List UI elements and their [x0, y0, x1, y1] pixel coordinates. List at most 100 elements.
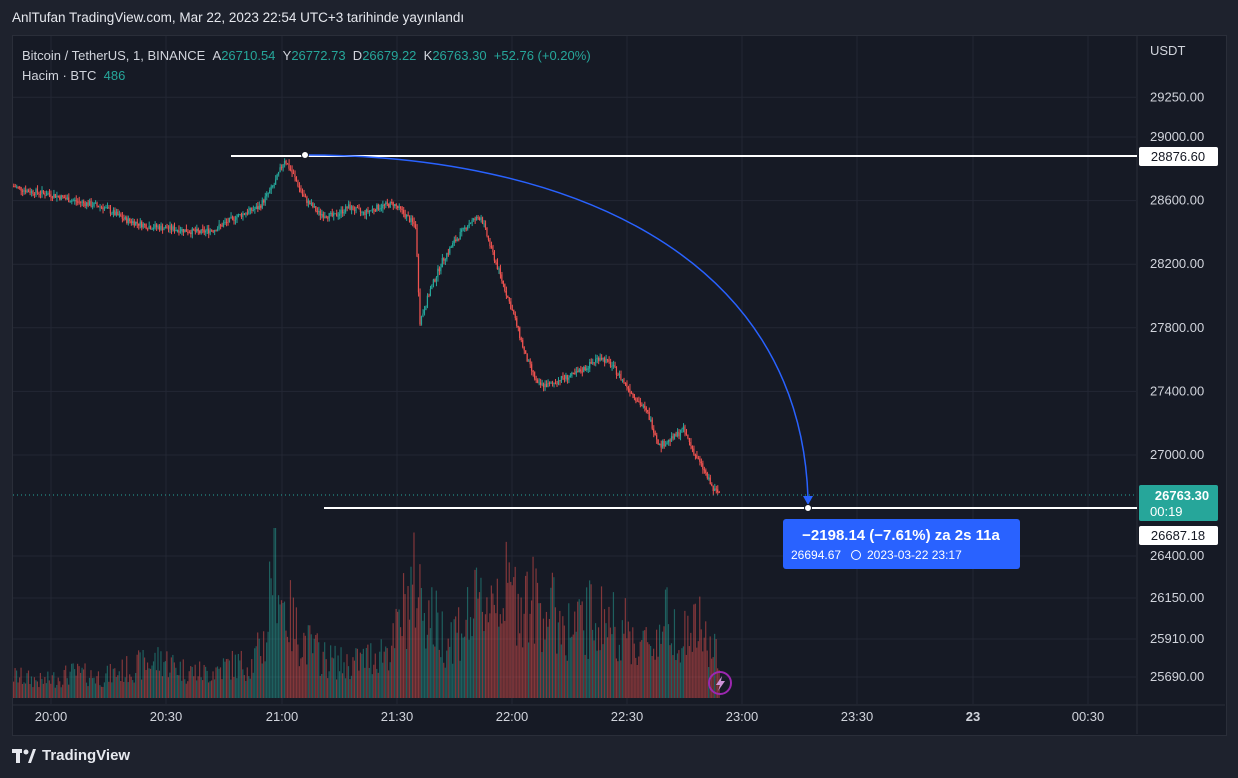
candle-body: [594, 359, 597, 363]
candle-body: [310, 203, 312, 205]
candle-body: [691, 445, 693, 449]
volume-bar: [520, 597, 522, 698]
candle-body: [202, 229, 204, 231]
candle-body: [234, 219, 236, 221]
candle-body: [459, 232, 461, 240]
volume-bar: [96, 676, 98, 698]
volume-bar: [273, 528, 275, 698]
volume-bar: [487, 622, 489, 698]
volume-bar: [261, 663, 263, 698]
candle-body: [85, 202, 88, 206]
volume-bar: [645, 627, 647, 698]
volume-bar: [203, 664, 205, 698]
candle-body: [562, 376, 564, 379]
candle-body: [154, 224, 156, 228]
volume-bar: [411, 584, 414, 698]
volume-bar: [210, 680, 213, 698]
volume-bar: [463, 636, 466, 698]
volume-bar: [149, 668, 152, 698]
candle-body: [687, 434, 689, 439]
candle-body: [392, 202, 394, 207]
candle-body: [298, 186, 300, 188]
volume-bar: [294, 639, 296, 698]
volume-bar: [191, 667, 193, 698]
candle-body: [397, 206, 399, 208]
volume-bar: [702, 651, 704, 698]
volume-bar: [26, 673, 28, 698]
volume-bar: [453, 619, 455, 698]
price-label-low-bg: [1139, 526, 1218, 545]
volume-bar: [143, 657, 146, 698]
volume-bar: [450, 622, 452, 698]
volume-bar: [285, 630, 287, 698]
candle-body: [349, 204, 351, 210]
candle-body: [647, 409, 649, 412]
volume-bar: [47, 671, 49, 698]
candle-body: [669, 439, 671, 442]
volume-bar: [48, 680, 50, 698]
candle-body: [178, 229, 180, 233]
candle-body: [216, 228, 219, 232]
axis-unit[interactable]: USDT: [1150, 43, 1186, 58]
candle-body: [124, 217, 126, 220]
tradingview-footer[interactable]: TradingView: [12, 747, 130, 764]
volume-bar: [416, 608, 418, 698]
legend-volume: 486: [103, 68, 126, 83]
candle-body: [526, 353, 528, 362]
candle-body: [108, 207, 110, 209]
candle-body: [700, 461, 702, 464]
candle-body: [542, 383, 545, 388]
volume-bar: [319, 675, 321, 698]
x-tick-label: 21:30: [381, 709, 414, 724]
volume-bar: [206, 670, 208, 698]
chart-frame[interactable]: [12, 35, 1227, 736]
candle-body: [280, 167, 283, 169]
volume-bar: [267, 631, 269, 698]
volume-bar: [196, 680, 198, 698]
volume-bar: [380, 639, 382, 698]
candle-body: [667, 439, 670, 443]
candle-body: [463, 227, 466, 229]
candle-body: [641, 404, 643, 406]
volume-bar: [364, 667, 366, 698]
candle-body: [490, 246, 492, 248]
candle-body: [48, 193, 50, 195]
volume-bar: [501, 623, 503, 698]
volume-bar: [347, 666, 350, 698]
volume-bar: [297, 644, 299, 698]
candle-body: [228, 217, 231, 223]
candle-body: [434, 279, 436, 282]
candle-body: [563, 378, 565, 380]
volume-bar: [111, 682, 113, 698]
candle-body: [26, 190, 28, 193]
volume-bar: [136, 654, 138, 698]
candle-body: [621, 379, 623, 381]
volume-bar: [377, 672, 379, 698]
legend-symbol[interactable]: Bitcoin / TetherUS, 1, BINANCE: [22, 48, 206, 63]
measure-label-main: −2198.14 (−7.61%) za 2s 11a: [802, 527, 1000, 544]
candle-body: [15, 186, 18, 188]
candle-body: [626, 382, 628, 388]
x-tick-label: 20:30: [150, 709, 183, 724]
candle-body: [547, 382, 549, 388]
candle-body: [644, 405, 646, 408]
volume-bar: [580, 605, 582, 698]
legend-volume-label[interactable]: Hacim · BTC: [22, 68, 97, 83]
candle-body: [350, 206, 353, 210]
candle-body: [580, 369, 582, 372]
volume-bar: [82, 669, 85, 698]
volume-bar: [164, 661, 167, 698]
volume-bar: [106, 665, 108, 698]
volume-bar: [93, 677, 95, 698]
volume-bar: [280, 600, 283, 698]
volume-bar: [316, 633, 318, 698]
volume-bar: [170, 657, 172, 698]
candle-body: [577, 371, 579, 373]
x-tick-label: 23: [966, 709, 980, 724]
volume-bar: [190, 666, 192, 698]
volume-bar: [108, 681, 110, 698]
volume-bar: [575, 631, 577, 698]
candle-body: [333, 213, 335, 216]
candle-body: [267, 193, 269, 195]
